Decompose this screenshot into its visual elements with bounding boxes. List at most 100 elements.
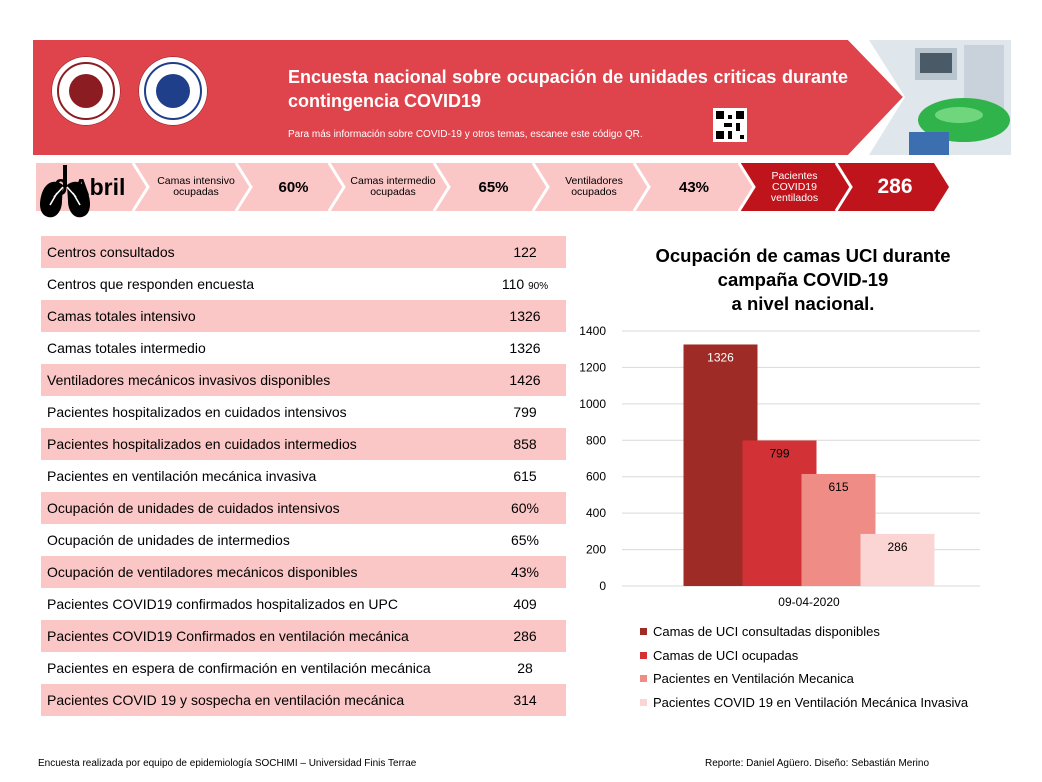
qr-instructions: Para más información sobre COVID-19 y ot…: [288, 129, 643, 140]
chart-title-line: campaña COVID-19: [717, 269, 889, 290]
row-value: 1326: [509, 308, 541, 324]
row-value: 122: [513, 244, 537, 260]
y-tick-label: 800: [586, 433, 606, 447]
legend-label: Pacientes en Ventilación Mecanica: [653, 671, 854, 687]
legend-swatch: [640, 651, 647, 659]
footer-authors: Reporte: Daniel Agüero. Diseño: Sebastiá…: [705, 758, 930, 769]
y-tick-label: 600: [586, 470, 606, 484]
table-row: Pacientes COVID19 Confirmados en ventila…: [41, 620, 566, 652]
bar-data-label: 286: [887, 540, 907, 554]
summary-table: Centros consultados 122 Centros que respo…: [41, 236, 566, 716]
table-row: Centros que responden encuesta 110 90%: [41, 268, 566, 300]
qr-code[interactable]: [713, 108, 747, 142]
stat-value-covid-ventilated: 286: [877, 175, 913, 198]
row-label: Ocupación de unidades de cuidados intens…: [47, 500, 340, 516]
lungs-icon: [40, 165, 90, 218]
row-value: 43%: [510, 564, 540, 580]
row-value: 858: [513, 436, 537, 452]
row-label: Centros consultados: [47, 244, 175, 260]
table-row: Ocupación de unidades de cuidados intens…: [41, 492, 566, 524]
row-value: 799: [513, 404, 537, 420]
legend-label: Pacientes COVID 19 en Ventilación Mecáni…: [653, 694, 969, 710]
legend-item: Camas de UCI ocupadas: [640, 644, 968, 668]
row-label: Ventiladores mecánicos invasivos disponi…: [47, 372, 331, 388]
row-label: Camas totales intensivo: [47, 308, 196, 324]
table-row: Pacientes en ventilación mecánica invasi…: [41, 460, 566, 492]
table-row: Pacientes COVID19 confirmados hospitaliz…: [41, 588, 566, 620]
chart-title: Ocupación de camas UCI durante campaña C…: [618, 244, 988, 316]
row-label: Pacientes hospitalizados en cuidados int…: [47, 436, 357, 452]
bar-data-label: 615: [828, 480, 848, 494]
legend-swatch: [640, 675, 647, 683]
row-label: Ocupación de ventiladores mecánicos disp…: [47, 564, 358, 580]
stat-label-intermediate-beds: Camas intermedio ocupadas: [350, 175, 436, 198]
finis-terrae-logo: [138, 56, 208, 126]
row-label: Pacientes en ventilación mecánica invasi…: [47, 468, 317, 484]
row-label: Pacientes hospitalizados en cuidados int…: [47, 404, 347, 420]
row-value-group: 110 90%: [481, 276, 569, 292]
row-label: Camas totales intermedio: [47, 340, 206, 356]
stat-value-ventilators: 43%: [678, 178, 710, 196]
y-tick-label: 1200: [579, 360, 606, 374]
row-response-rate: 90%: [528, 281, 549, 292]
row-label: Pacientes COVID19 Confirmados en ventila…: [47, 628, 409, 644]
legend-swatch: [640, 628, 647, 636]
icu-occupancy-bar-chart: 0 200 400 600 800 1000 1200 1400 1326 799 615 286 09…: [579, 324, 980, 609]
header-banner: Encuesta nacional sobre ocupación de uni…: [33, 40, 1011, 155]
row-label: Centros que responden encuesta: [47, 276, 255, 292]
table-row: Ocupación de ventiladores mecánicos disp…: [41, 556, 566, 588]
stat-label-ventilators: Ventiladores ocupados: [565, 175, 623, 198]
table-row: Pacientes en espera de confirmación en v…: [41, 652, 566, 684]
chart-title-line: a nivel nacional.: [731, 293, 875, 314]
y-tick-label: 0: [599, 579, 606, 593]
legend-item: Camas de UCI consultadas disponibles: [640, 620, 968, 644]
row-value: 28: [517, 660, 533, 676]
report-title: Encuesta nacional sobre ocupación de uni…: [288, 67, 848, 111]
chart-legend: Camas de UCI consultadas disponibles Cama…: [640, 620, 968, 714]
ventilator-photo: [869, 40, 1011, 155]
legend-label: Camas de UCI ocupadas: [653, 647, 799, 663]
legend-label: Camas de UCI consultadas disponibles: [653, 624, 880, 640]
ribbon-background: [36, 163, 949, 212]
row-label: Ocupación de unidades de intermedios: [47, 532, 290, 548]
row-value: 314: [513, 692, 537, 708]
y-tick-label: 200: [586, 543, 606, 557]
row-value: 110: [501, 276, 525, 292]
sochimi-logo: [51, 56, 121, 126]
table-row: Camas totales intensivo 1326: [41, 300, 566, 332]
row-value: 1326: [509, 340, 541, 356]
stat-label-icu-beds: Camas intensivo ocupadas: [157, 175, 235, 198]
stat-label-covid-ventilated: Pacientes COVID19 ventilados: [770, 169, 819, 204]
table-row: Camas totales intermedio 1326: [41, 332, 566, 364]
x-tick-label: 09-04-2020: [778, 595, 840, 609]
row-label: Pacientes COVID 19 y sospecha en ventila…: [47, 692, 405, 708]
table-row: Pacientes COVID 19 y sospecha en ventila…: [41, 684, 566, 716]
stat-value-icu-beds: 60%: [278, 178, 309, 196]
bar-data-label: 1326: [707, 350, 734, 364]
row-value: 615: [513, 468, 537, 484]
legend-item: Pacientes en Ventilación Mecanica: [640, 667, 968, 691]
y-tick-label: 1000: [579, 397, 606, 411]
row-value: 60%: [510, 500, 540, 516]
y-tick-label: 1400: [579, 324, 606, 338]
y-tick-label: 400: [586, 506, 606, 520]
row-label: Pacientes en espera de confirmación en v…: [47, 660, 431, 676]
table-row: Ventiladores mecánicos invasivos disponi…: [41, 364, 566, 396]
chart-title-line: Ocupación de camas UCI durante: [655, 245, 951, 266]
bar-data-label: 799: [769, 446, 789, 460]
row-value: 286: [513, 628, 537, 644]
row-label: Pacientes COVID19 confirmados hospitaliz…: [47, 596, 398, 612]
bar: [860, 533, 935, 586]
table-row: Pacientes hospitalizados en cuidados int…: [41, 396, 566, 428]
stat-value-intermediate-beds: 65%: [478, 178, 509, 196]
legend-item: Pacientes COVID 19 en Ventilación Mecáni…: [640, 691, 968, 715]
row-value: 1426: [509, 372, 541, 388]
row-value: 409: [513, 596, 537, 612]
table-row: Centros consultados 122: [41, 236, 566, 268]
row-value: 65%: [510, 532, 540, 548]
table-row: Ocupación de unidades de intermedios 65%: [41, 524, 566, 556]
table-row: Pacientes hospitalizados en cuidados int…: [41, 428, 566, 460]
legend-swatch: [640, 698, 647, 706]
stats-ribbon: 9 Abril Camas intensivo ocupadas 60% Cam…: [36, 163, 1012, 218]
footer-credits: Encuesta realizada por equipo de epidemi…: [38, 758, 417, 769]
